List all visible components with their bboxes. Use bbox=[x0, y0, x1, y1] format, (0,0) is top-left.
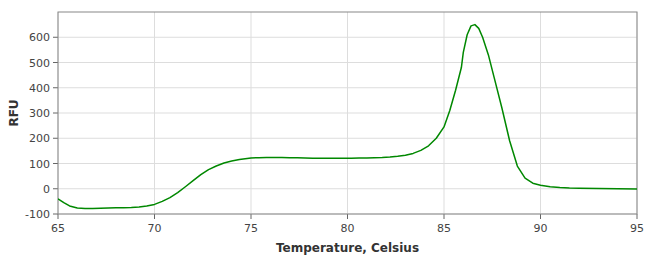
plot-frame bbox=[58, 12, 637, 214]
grid-line-y bbox=[58, 138, 637, 139]
tick-x bbox=[58, 214, 59, 219]
tick-label-y: 600 bbox=[29, 31, 50, 44]
tick-label-y: 0 bbox=[43, 183, 50, 196]
tick-y bbox=[53, 37, 58, 38]
grid-line-y bbox=[58, 62, 637, 63]
tick-y bbox=[53, 87, 58, 88]
grid-line-y bbox=[58, 188, 637, 189]
grid bbox=[58, 12, 637, 214]
tick-label-x: 70 bbox=[148, 222, 162, 235]
tick-label-y: 300 bbox=[29, 107, 50, 120]
grid-line-y bbox=[58, 37, 637, 38]
tick-x bbox=[637, 214, 638, 219]
tick-y bbox=[53, 188, 58, 189]
tick-y bbox=[53, 138, 58, 139]
tick-x bbox=[444, 214, 445, 219]
axes: 65 70 75 80 85 90 95 -100 0 100 200 300 400 500 600 bbox=[25, 12, 644, 235]
x-axis-label: Temperature, Celsius bbox=[276, 241, 419, 255]
tick-y bbox=[53, 214, 58, 215]
tick-label-y: -100 bbox=[25, 208, 50, 221]
line bbox=[58, 25, 637, 209]
grid-line-y bbox=[58, 113, 637, 114]
tick-label-y: 200 bbox=[29, 132, 50, 145]
tick-label-y: 400 bbox=[29, 82, 50, 95]
tick-y bbox=[53, 163, 58, 164]
tick-y bbox=[53, 62, 58, 63]
tick-label-y: 100 bbox=[29, 158, 50, 171]
tick-label-x: 90 bbox=[534, 222, 548, 235]
grid-line-y bbox=[58, 163, 637, 164]
tick-x bbox=[154, 214, 155, 219]
tick-x bbox=[251, 214, 252, 219]
tick-x bbox=[347, 214, 348, 219]
tick-label-x: 65 bbox=[51, 222, 65, 235]
tick-label-x: 95 bbox=[630, 222, 644, 235]
tick-label-y: 500 bbox=[29, 57, 50, 70]
tick-x bbox=[540, 214, 541, 219]
plot-area bbox=[58, 25, 637, 209]
y-axis-label: RFU bbox=[7, 99, 21, 126]
tick-label-x: 80 bbox=[341, 222, 355, 235]
grid-line-y bbox=[58, 87, 637, 88]
tick-label-x: 75 bbox=[244, 222, 258, 235]
tick-y bbox=[53, 113, 58, 114]
tick-label-x: 85 bbox=[437, 222, 451, 235]
chart: 65 70 75 80 85 90 95 -100 0 100 200 300 400 500 600 Tem… bbox=[0, 0, 653, 260]
